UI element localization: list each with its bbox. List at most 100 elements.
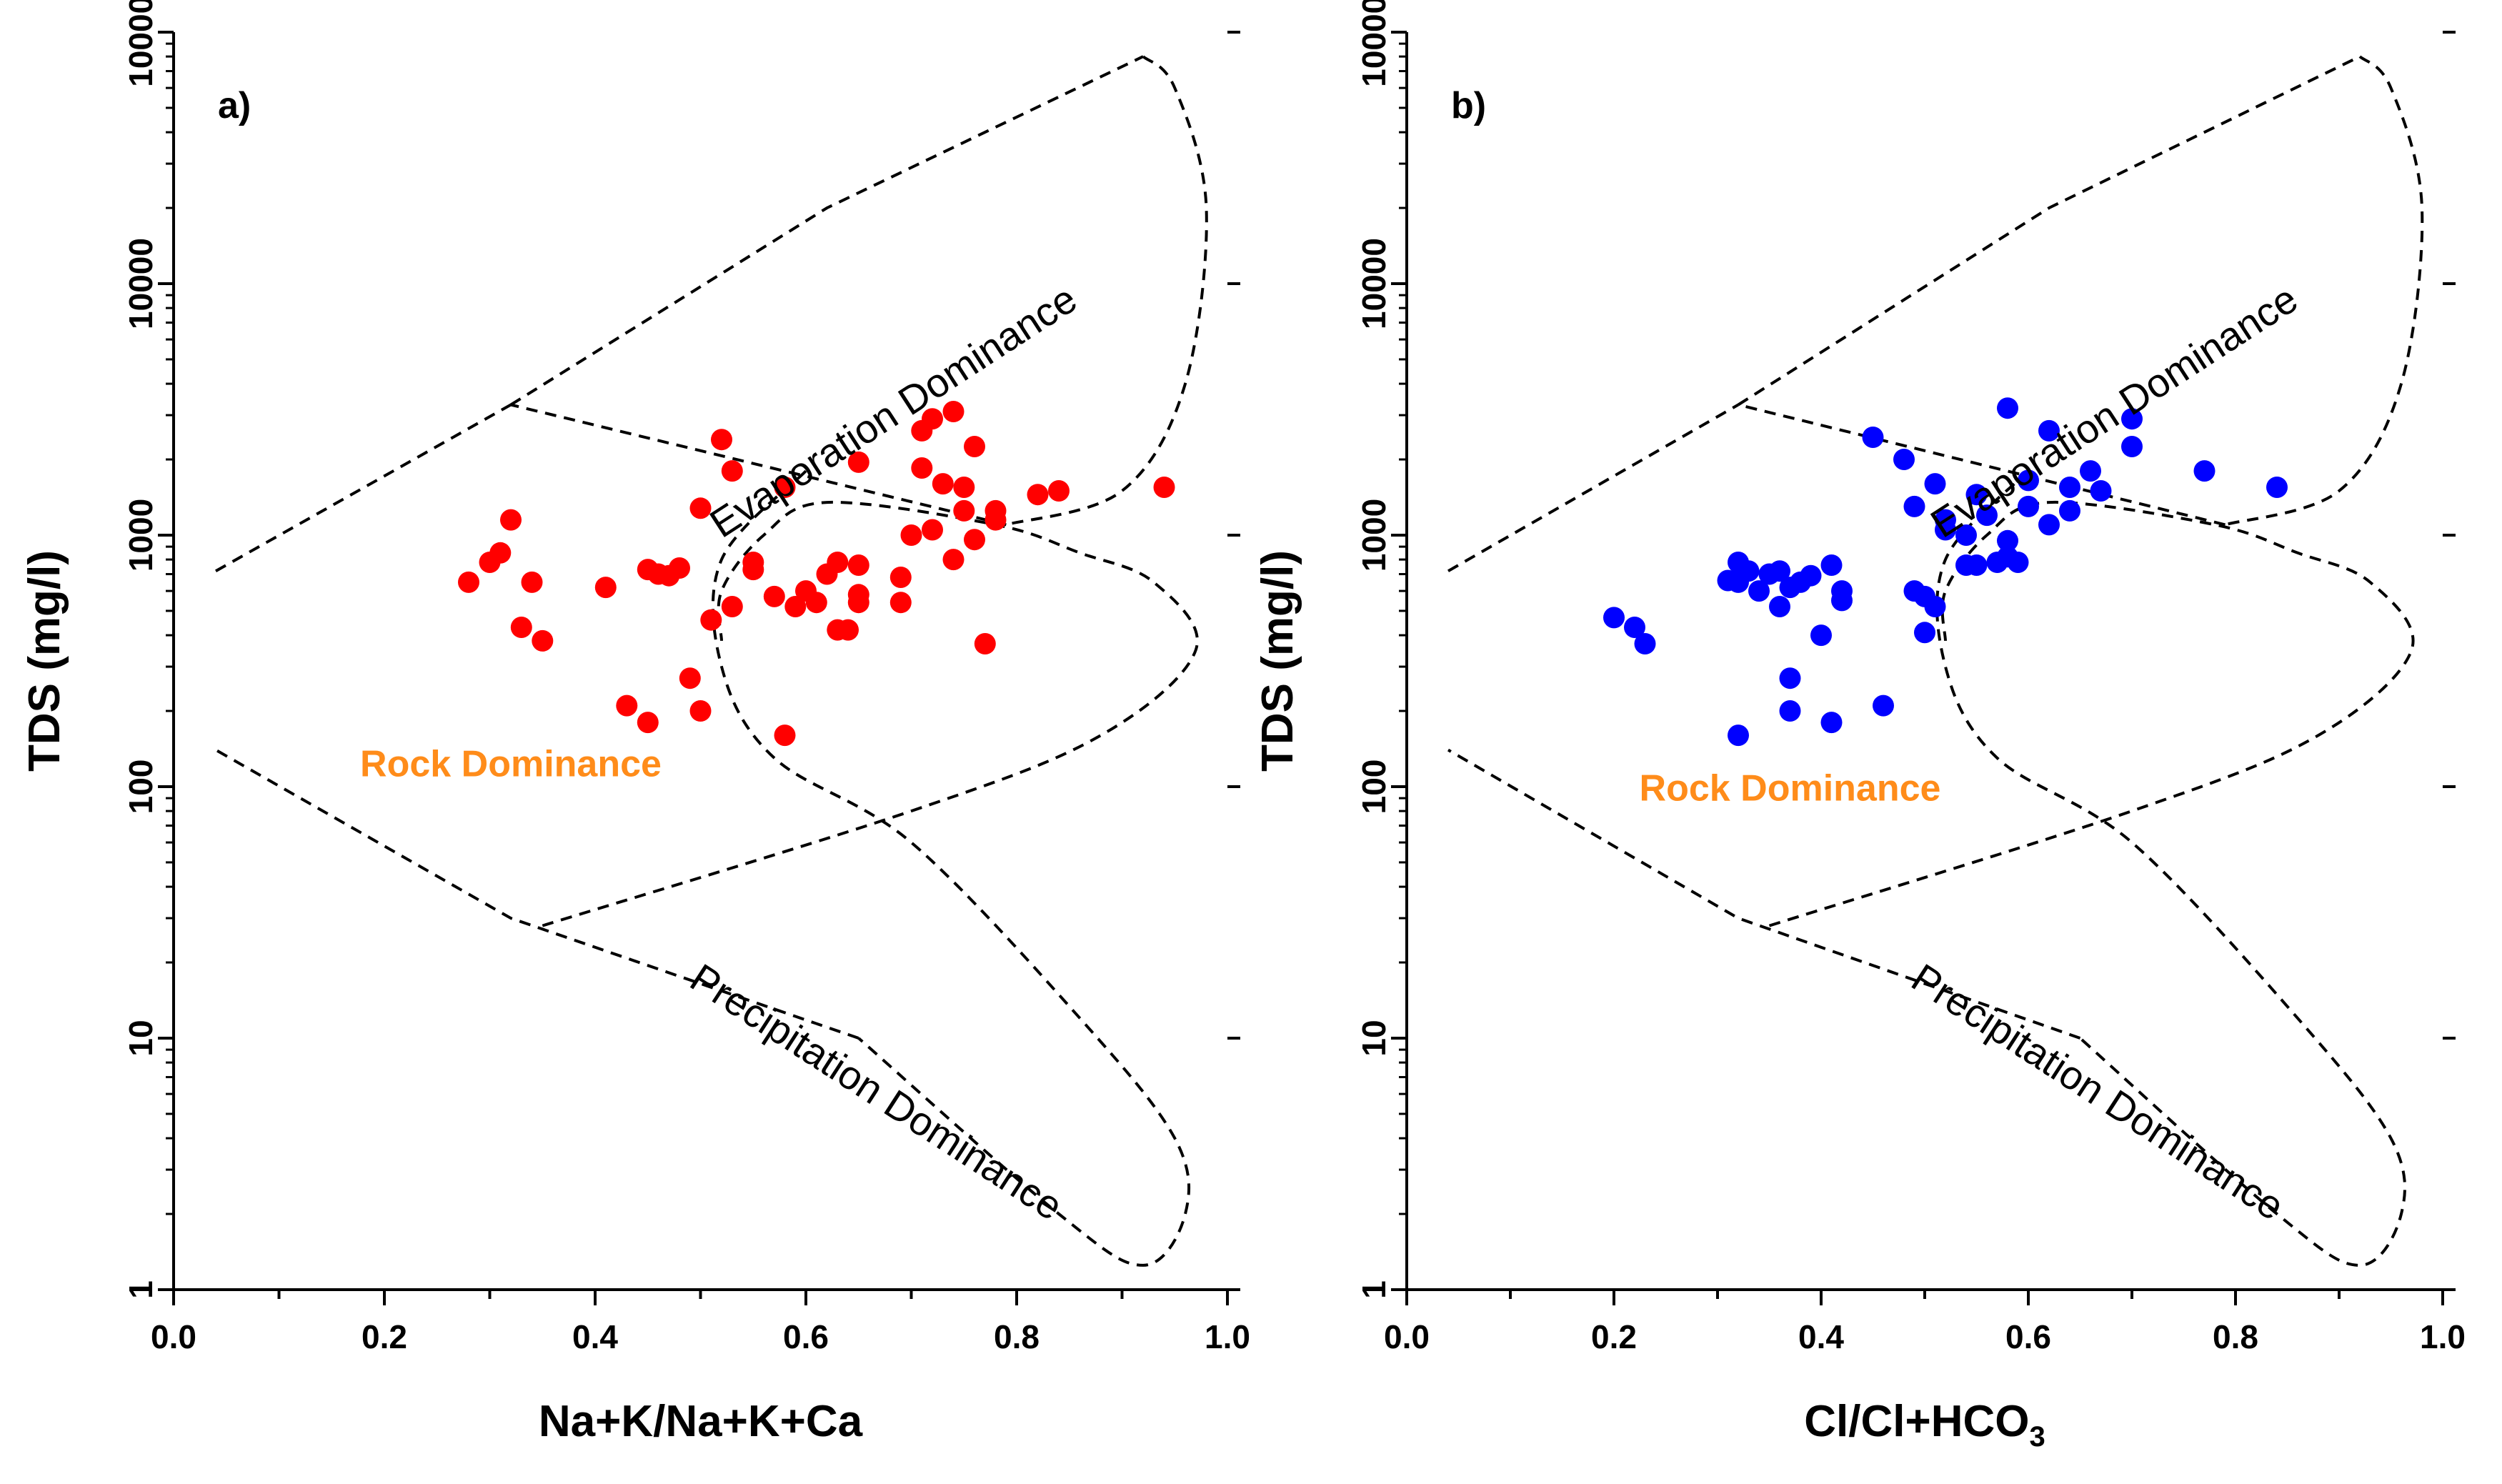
data-point (805, 592, 827, 614)
y-tick-label: 10000 (122, 238, 159, 329)
data-point (1779, 700, 1801, 722)
y-tick-label: 1 (1355, 1280, 1392, 1299)
data-point (2080, 460, 2101, 482)
data-point (900, 524, 922, 546)
x-tick-label: 0.8 (994, 1318, 1040, 1355)
data-point (985, 509, 1007, 531)
data-point (2121, 408, 2143, 430)
data-point (700, 609, 722, 631)
panel-label: b) (1451, 85, 1486, 126)
data-point (942, 401, 965, 422)
outer-right-boundary (711, 469, 1191, 1267)
data-point (2193, 460, 2216, 482)
data-point (669, 557, 690, 579)
data-point (774, 477, 796, 498)
data-point (458, 571, 479, 593)
data-point (616, 694, 638, 717)
data-point (1935, 519, 1956, 541)
data-point (964, 529, 985, 551)
data-point (1027, 484, 1049, 506)
data-point (932, 473, 954, 495)
data-point (2059, 477, 2080, 498)
data-point (721, 460, 743, 482)
data-point (510, 617, 532, 638)
data-point (532, 629, 554, 652)
data-point (837, 619, 859, 641)
rock-upper-boundary (1738, 403, 2226, 527)
data-point (974, 633, 996, 654)
data-point (889, 567, 912, 588)
data-point (742, 552, 764, 573)
data-point (1769, 596, 1790, 617)
data-point (1965, 484, 1988, 506)
data-point (2038, 419, 2060, 442)
data-point (2266, 477, 2288, 498)
data-point (711, 429, 732, 451)
rock-dominance-label: Rock Dominance (1640, 768, 1941, 810)
data-point (637, 712, 659, 734)
outer-right-boundary (1935, 469, 2406, 1267)
data-point (1779, 667, 1801, 689)
data-point (594, 577, 617, 599)
data-point (1997, 529, 2018, 552)
data-point (1903, 495, 1925, 517)
data-point (922, 408, 943, 430)
data-point (689, 497, 712, 519)
data-point (847, 554, 869, 576)
data-point (1924, 596, 1946, 617)
data-point (721, 596, 743, 617)
data-point (521, 571, 543, 593)
x-tick-label: 0.0 (1384, 1318, 1430, 1355)
data-point (953, 477, 975, 498)
data-point (1893, 449, 1915, 470)
data-point (1624, 617, 1645, 638)
data-point (1820, 554, 1843, 576)
data-point (2007, 552, 2029, 573)
data-point (889, 592, 912, 614)
data-point (2018, 495, 2039, 517)
y-tick-label: 100000 (1355, 0, 1392, 87)
x-tick-label: 0.6 (2005, 1318, 2051, 1355)
data-point (964, 436, 985, 457)
panel-label: a) (218, 85, 251, 126)
x-tick-label: 0.2 (362, 1318, 407, 1355)
data-point (1748, 580, 1770, 602)
precipitation-boundary (215, 748, 859, 1040)
data-point (2038, 514, 2060, 536)
y-tick-label: 10000 (1355, 238, 1392, 329)
y-tick-label: 1 (122, 1280, 159, 1299)
panel-a: 0.0 0.2 0.4 0.6 0.8 1.0110100100010000100000E… (20, 0, 1250, 1446)
x-axis-title: Cl/Cl+HCO3 (1804, 1397, 2045, 1453)
data-point (1769, 560, 1790, 582)
data-point (774, 724, 796, 747)
data-point (1820, 712, 1843, 734)
data-point (1800, 564, 1822, 587)
data-point (2090, 480, 2112, 502)
data-point (1924, 473, 1946, 495)
data-point (1728, 724, 1749, 747)
x-tick-label: 1.0 (1205, 1318, 1250, 1355)
outer-boundary-diagonal (509, 55, 1144, 407)
outer-boundary-loop (1005, 55, 1208, 527)
x-tick-label: 0.4 (1798, 1318, 1844, 1355)
y-tick-label: 10 (122, 1020, 159, 1056)
data-point (942, 549, 965, 571)
data-point (1153, 477, 1175, 498)
rock-upper-boundary (510, 403, 1007, 527)
data-point (784, 596, 807, 617)
data-point (1603, 607, 1625, 629)
data-point (1873, 694, 1894, 717)
data-point (2018, 469, 2039, 492)
data-point (689, 700, 712, 722)
outer-boundary-diagonal (1737, 55, 2361, 407)
x-tick-label: 0.2 (1591, 1318, 1637, 1355)
data-point (1976, 504, 1998, 527)
x-tick-label: 1.0 (2420, 1318, 2466, 1355)
y-axis-title: TDS (mg/l) (20, 550, 69, 772)
x-axis-title: Na+K/Na+K+Ca (539, 1397, 863, 1446)
inner-boundary (542, 500, 1199, 927)
data-point (922, 519, 943, 541)
y-tick-label: 1000 (1355, 499, 1392, 572)
y-tick-label: 100 (1355, 760, 1392, 815)
